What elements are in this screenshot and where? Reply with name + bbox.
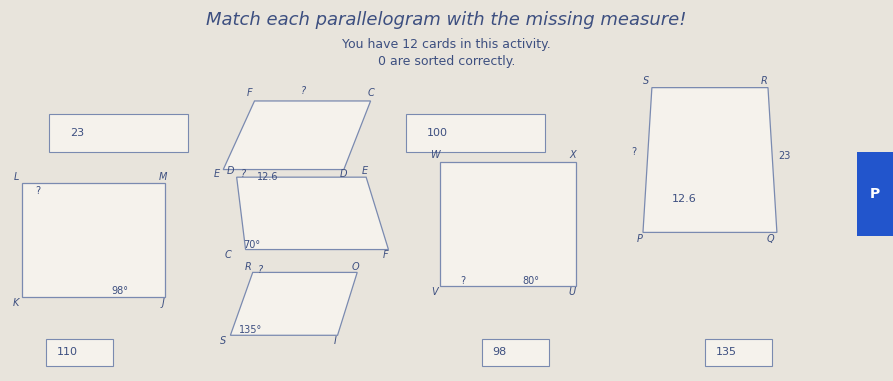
Text: ?: ? <box>301 86 306 96</box>
Text: ?: ? <box>240 170 246 179</box>
Text: W: W <box>430 150 439 160</box>
Polygon shape <box>237 177 388 250</box>
Text: P: P <box>870 187 880 201</box>
Text: 98: 98 <box>492 347 506 357</box>
Text: L: L <box>13 172 19 182</box>
Text: ?: ? <box>631 147 637 157</box>
Text: O: O <box>352 262 359 272</box>
Text: V: V <box>431 287 438 297</box>
Text: Match each parallelogram with the missing measure!: Match each parallelogram with the missin… <box>206 11 687 29</box>
Text: 0 are sorted correctly.: 0 are sorted correctly. <box>378 55 515 68</box>
Text: K: K <box>13 298 20 308</box>
Text: U: U <box>569 287 576 297</box>
FancyBboxPatch shape <box>49 114 188 152</box>
FancyBboxPatch shape <box>656 183 759 215</box>
Text: 12.6: 12.6 <box>672 194 697 204</box>
Text: 23: 23 <box>70 128 84 138</box>
Polygon shape <box>22 183 165 297</box>
FancyBboxPatch shape <box>406 114 545 152</box>
Text: J: J <box>162 298 165 308</box>
Text: Q: Q <box>767 234 774 243</box>
Text: 98°: 98° <box>112 287 129 296</box>
Text: D: D <box>227 166 234 176</box>
Text: 110: 110 <box>56 347 78 357</box>
Text: 135: 135 <box>715 347 737 357</box>
FancyBboxPatch shape <box>46 339 113 366</box>
FancyBboxPatch shape <box>482 339 549 366</box>
Text: I: I <box>333 336 337 346</box>
Text: E: E <box>214 170 220 179</box>
Text: 23: 23 <box>779 151 791 161</box>
Text: E: E <box>362 166 367 176</box>
Text: F: F <box>383 250 388 260</box>
Text: 12.6: 12.6 <box>257 172 279 182</box>
FancyBboxPatch shape <box>857 152 893 236</box>
Text: C: C <box>224 250 231 260</box>
Text: F: F <box>247 88 253 98</box>
Text: ?: ? <box>460 276 465 286</box>
Polygon shape <box>230 272 357 335</box>
Text: R: R <box>245 262 252 272</box>
Text: C: C <box>367 88 374 98</box>
Text: P: P <box>637 234 642 243</box>
Polygon shape <box>643 88 777 232</box>
Text: M: M <box>159 172 168 182</box>
Text: D: D <box>340 170 347 179</box>
Text: ?: ? <box>258 265 263 275</box>
Text: You have 12 cards in this activity.: You have 12 cards in this activity. <box>342 38 551 51</box>
Text: 135°: 135° <box>239 325 263 335</box>
Text: S: S <box>221 336 226 346</box>
Text: R: R <box>761 76 768 86</box>
Text: S: S <box>643 76 648 86</box>
Text: ?: ? <box>36 186 41 195</box>
Text: 100: 100 <box>427 128 448 138</box>
Text: 70°: 70° <box>243 240 260 250</box>
FancyBboxPatch shape <box>705 339 772 366</box>
Polygon shape <box>223 101 371 170</box>
Text: X: X <box>569 150 576 160</box>
Text: 80°: 80° <box>522 276 539 286</box>
Polygon shape <box>440 162 576 286</box>
